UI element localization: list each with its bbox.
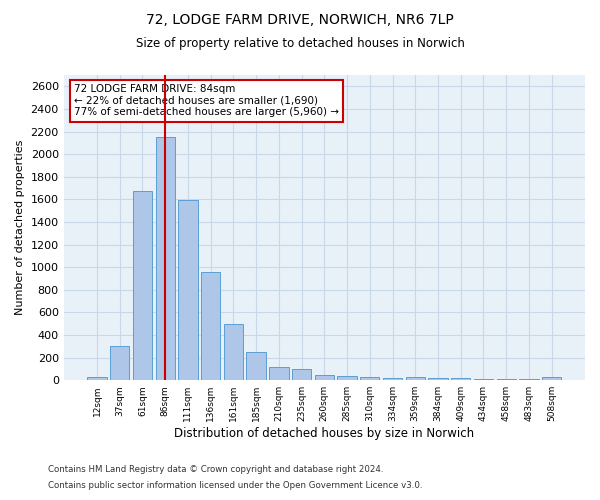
Text: 72 LODGE FARM DRIVE: 84sqm
← 22% of detached houses are smaller (1,690)
77% of s: 72 LODGE FARM DRIVE: 84sqm ← 22% of deta…: [74, 84, 339, 117]
Bar: [201, 272, 220, 380]
Text: Contains HM Land Registry data © Crown copyright and database right 2024.: Contains HM Land Registry data © Crown c…: [48, 466, 383, 474]
Bar: [314, 374, 334, 380]
Bar: [88, 378, 107, 380]
Bar: [337, 376, 357, 380]
Bar: [360, 377, 379, 380]
Y-axis label: Number of detached properties: Number of detached properties: [15, 140, 25, 316]
Bar: [474, 378, 493, 380]
Bar: [224, 324, 243, 380]
Bar: [406, 378, 425, 380]
Bar: [383, 378, 402, 380]
Bar: [428, 378, 448, 380]
Bar: [110, 346, 130, 380]
Bar: [247, 352, 266, 380]
Bar: [292, 369, 311, 380]
X-axis label: Distribution of detached houses by size in Norwich: Distribution of detached houses by size …: [174, 427, 475, 440]
Bar: [451, 378, 470, 380]
Text: Contains public sector information licensed under the Open Government Licence v3: Contains public sector information licen…: [48, 480, 422, 490]
Text: Size of property relative to detached houses in Norwich: Size of property relative to detached ho…: [136, 38, 464, 51]
Bar: [178, 200, 197, 380]
Bar: [542, 378, 562, 380]
Bar: [133, 192, 152, 380]
Bar: [497, 378, 516, 380]
Text: 72, LODGE FARM DRIVE, NORWICH, NR6 7LP: 72, LODGE FARM DRIVE, NORWICH, NR6 7LP: [146, 12, 454, 26]
Bar: [155, 137, 175, 380]
Bar: [269, 366, 289, 380]
Bar: [519, 379, 539, 380]
